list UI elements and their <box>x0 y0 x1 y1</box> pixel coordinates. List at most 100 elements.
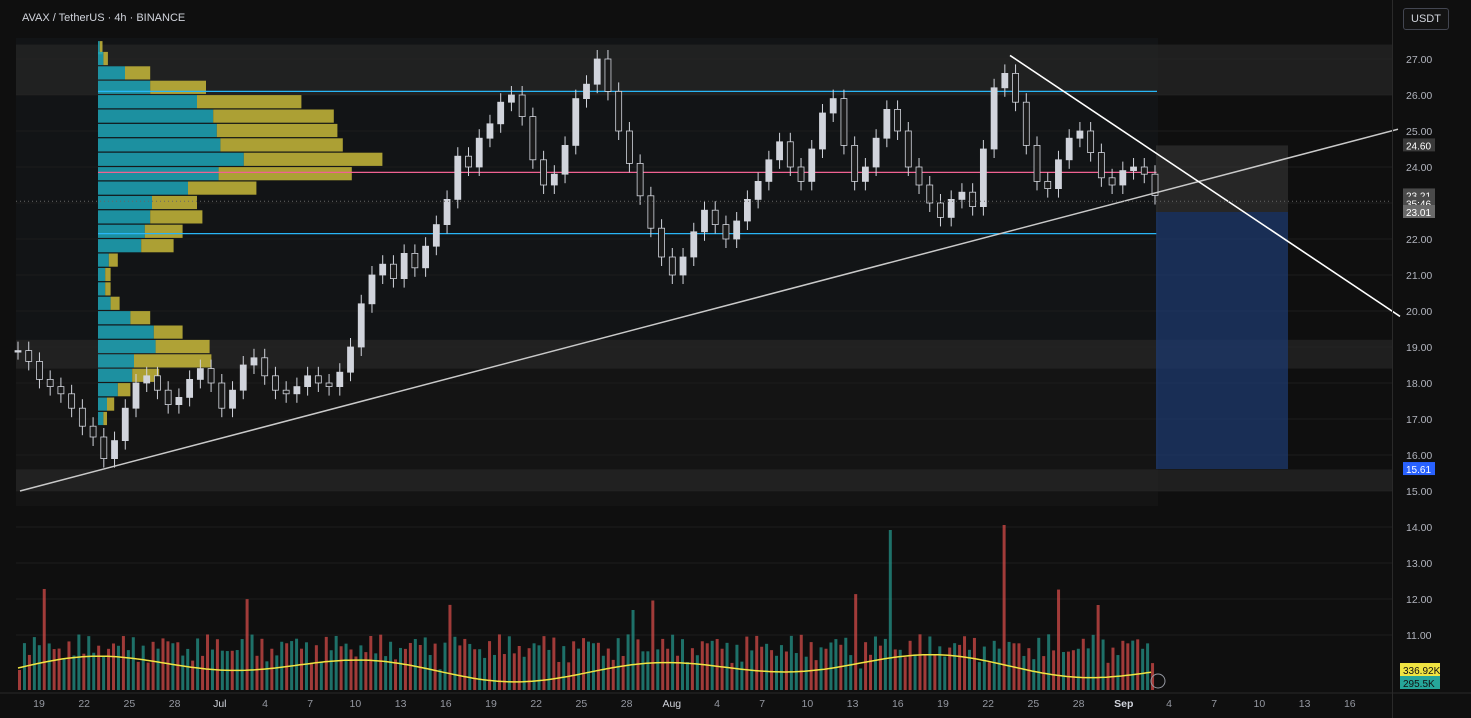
volume-bar <box>433 643 437 690</box>
candle-body <box>1044 180 1052 189</box>
price-axis-tick: 13.00 <box>1406 558 1432 570</box>
volume-bar <box>690 648 694 690</box>
volume-bar <box>314 645 318 690</box>
volume-bar <box>616 638 620 690</box>
profile-bar-down <box>130 311 151 325</box>
volume-bar <box>201 655 205 690</box>
stop-loss-zone[interactable] <box>1156 145 1288 212</box>
volume-bar <box>394 659 398 690</box>
volume-bar <box>646 651 650 690</box>
profile-bar-up <box>98 95 197 109</box>
volume-bar <box>730 662 734 690</box>
profile-bar-down <box>107 397 115 411</box>
volume-bar <box>898 649 902 690</box>
time-axis-tick: 19 <box>33 698 45 710</box>
price-label-box <box>1403 462 1435 476</box>
profile-bar-up <box>98 411 104 426</box>
time-axis-tick: 10 <box>802 698 814 710</box>
volume-bar <box>423 637 427 690</box>
volume-bar <box>97 645 101 690</box>
replay-icon[interactable] <box>1150 673 1166 689</box>
profile-bar-down <box>108 253 118 267</box>
candle-body <box>282 389 290 395</box>
volume-bar <box>344 643 348 690</box>
profile-bar-up <box>98 109 214 123</box>
currency-button[interactable]: USDT <box>1403 8 1449 30</box>
volume-bar <box>82 653 86 690</box>
volume-bar <box>334 635 338 690</box>
time-axis-tick: 16 <box>440 698 452 710</box>
volume-bar <box>943 656 947 690</box>
candle-body <box>1022 101 1030 146</box>
price-label-text: 24.60 <box>1406 141 1431 152</box>
volume-bar <box>705 643 709 690</box>
volume-bar <box>102 657 106 690</box>
volume-bar <box>903 657 907 690</box>
candle-body <box>593 58 601 85</box>
volume-bar <box>893 649 897 690</box>
volume-bar <box>512 653 516 690</box>
descending-trendline[interactable] <box>1009 54 1401 318</box>
volume-bar <box>215 639 219 690</box>
time-axis-tick: 7 <box>307 698 313 710</box>
time-axis-tick: 28 <box>1073 698 1085 710</box>
volume-bar <box>483 657 487 690</box>
candle-body <box>422 245 430 269</box>
profile-bar-down <box>99 41 103 55</box>
price-label-text: 15.61 <box>1406 465 1431 476</box>
time-axis-tick: 22 <box>78 698 90 710</box>
price-axis-tick: 15.00 <box>1406 486 1432 498</box>
volume-bar <box>1076 648 1080 690</box>
candle-body <box>1119 170 1127 186</box>
profile-bar-down <box>197 95 302 109</box>
volume-bar <box>676 655 680 690</box>
ascending-trendline[interactable] <box>19 128 1399 492</box>
profile-bar-down <box>216 123 338 138</box>
candle-body <box>57 386 65 395</box>
volume-bar <box>789 635 793 690</box>
candle-body <box>904 130 912 168</box>
time-axis-tick: 28 <box>621 698 633 710</box>
profile-bar-down <box>141 239 174 253</box>
candle-body <box>583 83 590 99</box>
zone-band <box>16 469 1392 491</box>
volume-bar <box>1047 634 1051 690</box>
profile-bar-up <box>98 41 100 55</box>
candle-body <box>1076 130 1084 139</box>
price-axis-tick: 16.00 <box>1406 450 1432 462</box>
candle-body <box>454 155 462 200</box>
time-axis-tick: 10 <box>350 698 362 710</box>
volume-bar <box>329 650 333 690</box>
volume-bar <box>532 643 536 690</box>
volume-bar <box>270 648 274 690</box>
candle-body <box>1108 177 1116 186</box>
volume-bar <box>878 645 882 690</box>
candle-body <box>701 209 708 233</box>
profile-bar-down <box>132 368 160 382</box>
volume-bar <box>52 649 56 690</box>
candle-body <box>357 303 365 348</box>
volume-bar <box>953 643 957 690</box>
profile-bar-up <box>98 397 107 411</box>
symbol-title[interactable]: AVAX / TetherUS · 4h · BINANCE <box>22 12 186 24</box>
volume-bar <box>354 656 358 690</box>
volume-bar <box>121 636 125 690</box>
profile-bar-up <box>98 282 106 296</box>
time-axis-tick: Aug <box>662 698 681 710</box>
volume-label-box <box>1400 676 1440 689</box>
profile-bar-down <box>150 210 203 224</box>
profile-bar-up <box>98 167 219 181</box>
volume-bar <box>196 638 200 690</box>
take-profit-zone[interactable] <box>1156 212 1288 470</box>
volume-bar <box>715 639 719 690</box>
volume-bar <box>1111 647 1115 690</box>
candle-body <box>143 375 151 384</box>
volume-bar <box>819 647 823 690</box>
volume-bar <box>492 654 496 690</box>
candle-body <box>250 357 258 366</box>
time-axis-tick: 22 <box>982 698 994 710</box>
candle-body <box>829 98 837 114</box>
volume-bar <box>488 641 492 690</box>
candle-body <box>1001 73 1009 89</box>
